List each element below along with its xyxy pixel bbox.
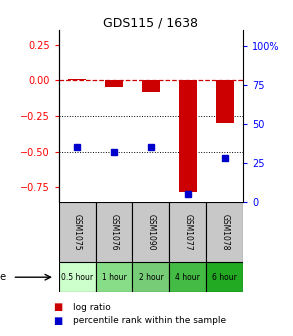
Bar (59, 202, 96, 262)
Text: GSM1077: GSM1077 (183, 213, 192, 250)
Text: log ratio: log ratio (73, 303, 111, 312)
Text: 0.5 hour: 0.5 hour (61, 273, 93, 282)
Bar (206, 202, 243, 262)
Bar (169, 202, 206, 262)
Bar (215, 80, 234, 123)
Bar (105, 80, 123, 87)
Bar (169, 262, 206, 292)
Bar (68, 79, 86, 80)
Text: GSM1076: GSM1076 (110, 213, 118, 250)
Text: GSM1075: GSM1075 (73, 213, 81, 250)
Text: ■: ■ (53, 316, 62, 326)
Text: time: time (0, 272, 7, 282)
Bar (96, 202, 132, 262)
Bar (142, 80, 160, 92)
Text: 2 hour: 2 hour (139, 273, 163, 282)
Title: GDS115 / 1638: GDS115 / 1638 (103, 16, 198, 29)
Bar (179, 80, 197, 192)
Text: GSM1090: GSM1090 (146, 213, 155, 250)
Bar (59, 262, 96, 292)
Text: 1 hour: 1 hour (102, 273, 126, 282)
Text: ■: ■ (53, 302, 62, 312)
Bar (96, 262, 132, 292)
Text: 6 hour: 6 hour (212, 273, 237, 282)
Text: GSM1078: GSM1078 (220, 214, 229, 250)
Bar (206, 262, 243, 292)
Text: percentile rank within the sample: percentile rank within the sample (73, 317, 226, 325)
Text: 4 hour: 4 hour (176, 273, 200, 282)
Bar (132, 262, 169, 292)
Bar (132, 202, 169, 262)
